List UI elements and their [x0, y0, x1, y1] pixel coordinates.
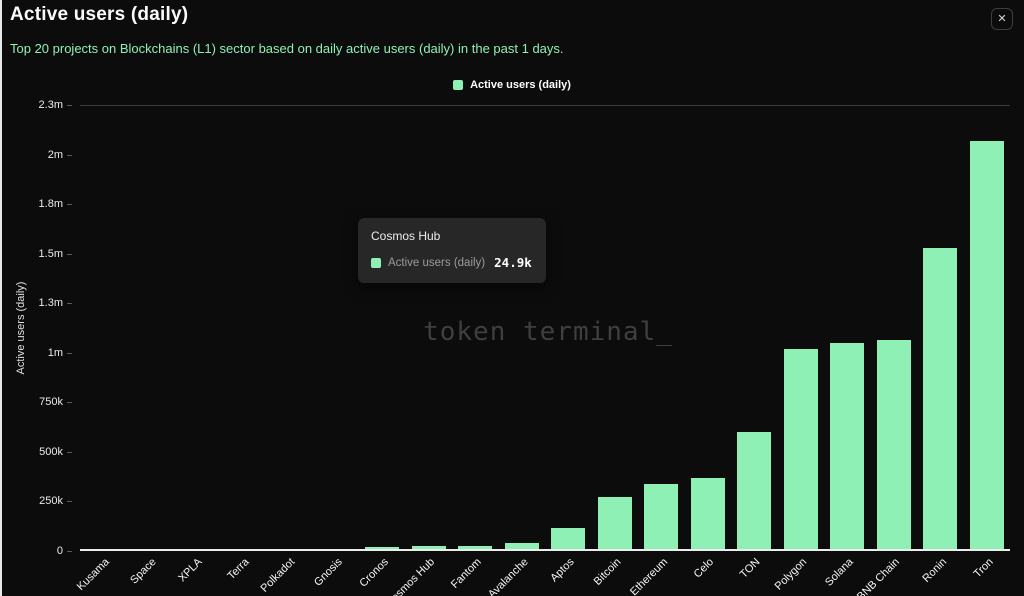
top-gridline — [80, 105, 1010, 106]
bars-container — [80, 105, 1010, 551]
y-axis-tick-mark — [67, 451, 72, 453]
y-axis-tick-mark — [67, 402, 72, 404]
page-left-edge — [0, 0, 2, 596]
y-axis-tick-mark — [67, 551, 72, 552]
bar-solana[interactable] — [830, 342, 865, 551]
legend-swatch-icon — [453, 80, 464, 90]
close-icon: ✕ — [997, 13, 1007, 25]
watermark: token terminal_ — [423, 317, 673, 347]
y-axis-tick-label: 1.5m — [38, 247, 63, 260]
y-axis-tick-mark — [67, 204, 72, 206]
y-axis-tick-label: 2m — [47, 148, 63, 161]
bar-celo[interactable] — [690, 477, 725, 551]
bar-avalanche[interactable] — [504, 543, 539, 551]
x-axis-label-solana: Solana — [823, 556, 856, 589]
legend-label: Active users (daily) — [470, 79, 571, 91]
x-axis-label-cronos: Cronos — [357, 556, 391, 590]
x-axis-label-ronin: Ronin — [919, 556, 949, 585]
x-axis-label-aptos: Aptos — [548, 556, 577, 585]
x-axis-label-gnosis: Gnosis — [311, 556, 345, 589]
chart-subtitle: Top 20 projects on Blockchains (L1) sect… — [10, 41, 564, 56]
bar-ethereum[interactable] — [644, 484, 679, 551]
chart-legend[interactable]: Active users (daily) — [0, 79, 1024, 91]
x-axis-label-ethereum: Ethereum — [627, 556, 670, 596]
x-axis-label-space: Space — [127, 556, 159, 587]
x-axis-label-avalanche: Avalanche — [485, 556, 531, 596]
x-axis-line — [80, 549, 1010, 551]
x-axis-label-polkadot: Polkadot — [258, 556, 298, 595]
bar-bnb-chain[interactable] — [876, 339, 911, 551]
y-axis-tick-mark — [67, 501, 72, 503]
x-axis-label-polygon: Polygon — [772, 556, 810, 593]
y-axis-tick-label: 0 — [56, 545, 63, 557]
y-axis: 2.3m 2m 1.8m 1.5m 1.3m 1m 750k 500k 250k 0 — [0, 99, 76, 557]
bar-bitcoin[interactable] — [597, 496, 632, 551]
bar-cosmos-hub[interactable] — [411, 546, 446, 551]
tooltip-series-row: Active users (daily) 24.9k — [371, 255, 532, 270]
x-axis-label-fantom: Fantom — [448, 556, 484, 591]
y-axis-tick-label: 1.3m — [38, 297, 63, 310]
tooltip-series-swatch-icon — [371, 257, 381, 268]
bar-aptos[interactable] — [551, 528, 586, 551]
y-axis-tick-mark — [67, 352, 72, 354]
tooltip: Cosmos Hub Active users (daily) 24.9k — [358, 218, 546, 283]
x-axis-labels: Kusama Space XPLA Terra Polkadot Gnosis Cronos… — [75, 554, 1010, 596]
x-axis-label-xpla: XPLA — [176, 556, 205, 585]
x-axis-label-celo: Celo — [691, 556, 717, 581]
y-axis-tick-label: 1m — [47, 346, 63, 359]
y-axis-tick-mark — [67, 303, 72, 305]
y-axis-tick-label: 2.3m — [38, 99, 63, 111]
bar-ton[interactable] — [737, 432, 772, 551]
page-title: Active users (daily) — [10, 4, 189, 25]
y-axis-tick-label: 750k — [39, 396, 63, 409]
y-axis-tick-mark — [67, 105, 72, 106]
y-axis-tick-mark — [67, 253, 72, 255]
tooltip-series-label: Active users (daily) — [388, 256, 486, 269]
y-axis-tick-label: 250k — [39, 495, 63, 508]
x-axis-label-tron: Tron — [971, 556, 996, 581]
y-axis-tick-label: 1.8m — [38, 198, 63, 211]
y-axis-tick-label: 500k — [39, 445, 63, 458]
bar-polygon[interactable] — [783, 348, 818, 551]
y-axis-tick-mark — [67, 154, 72, 156]
x-axis-label-terra: Terra — [225, 556, 252, 583]
x-axis-label-bnb-chain: BNB Chain — [855, 556, 903, 596]
x-axis-label-bitcoin: Bitcoin — [591, 556, 624, 588]
bar-tron[interactable] — [969, 140, 1004, 551]
tooltip-value: 24.9k — [494, 255, 532, 270]
close-button[interactable]: ✕ — [991, 8, 1013, 30]
bar-fantom[interactable] — [458, 546, 493, 551]
plot-area — [80, 105, 1010, 551]
x-axis-label-ton: TON — [737, 556, 763, 581]
bar-ronin[interactable] — [923, 247, 958, 551]
x-axis-label-kusama: Kusama — [74, 556, 112, 594]
x-axis-label-cosmos-hub: Cosmos Hub — [383, 556, 438, 596]
tooltip-title: Cosmos Hub — [371, 229, 441, 243]
